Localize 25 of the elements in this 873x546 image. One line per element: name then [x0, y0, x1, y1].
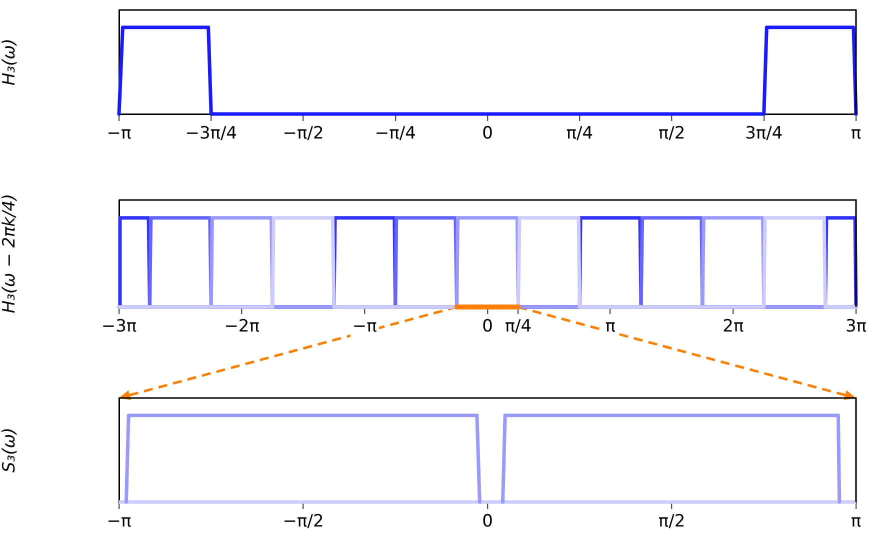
x-tick-label: −π [352, 316, 377, 337]
x-tick-label: 0 [482, 512, 493, 532]
x-tick-label: π [850, 512, 862, 532]
x-tick-label: π/2 [658, 512, 686, 532]
x-tick-label: −2π [224, 316, 260, 337]
x-tick-label: −π/4 [374, 124, 416, 144]
x-tick-label: −3π [101, 316, 137, 337]
x-tick-label: π/4 [504, 316, 532, 337]
x-tick-label: −π [106, 512, 132, 532]
x-tick-label: 0 [482, 316, 493, 337]
y-axis-title: S₃(ω) [0, 427, 20, 473]
x-tick-label: −3π/4 [185, 124, 238, 144]
x-tick-label: π [605, 316, 616, 337]
x-tick-label: 3π [845, 316, 867, 337]
x-tick-label: 3π/4 [745, 124, 783, 144]
x-tick-label: 0 [482, 124, 493, 144]
x-tick-label: π/4 [566, 124, 594, 144]
y-axis-title: H₃(ω) [0, 38, 20, 86]
x-tick-label: 2π [722, 316, 744, 337]
x-tick-label: −π/2 [282, 124, 324, 144]
x-tick-label: −π/2 [282, 512, 324, 532]
y-axis-title: H₃(ω − 2πk/4) [0, 194, 20, 314]
x-tick-label: π/2 [658, 124, 686, 144]
x-tick-label: −π [106, 124, 132, 144]
x-tick-label: π [850, 124, 862, 144]
